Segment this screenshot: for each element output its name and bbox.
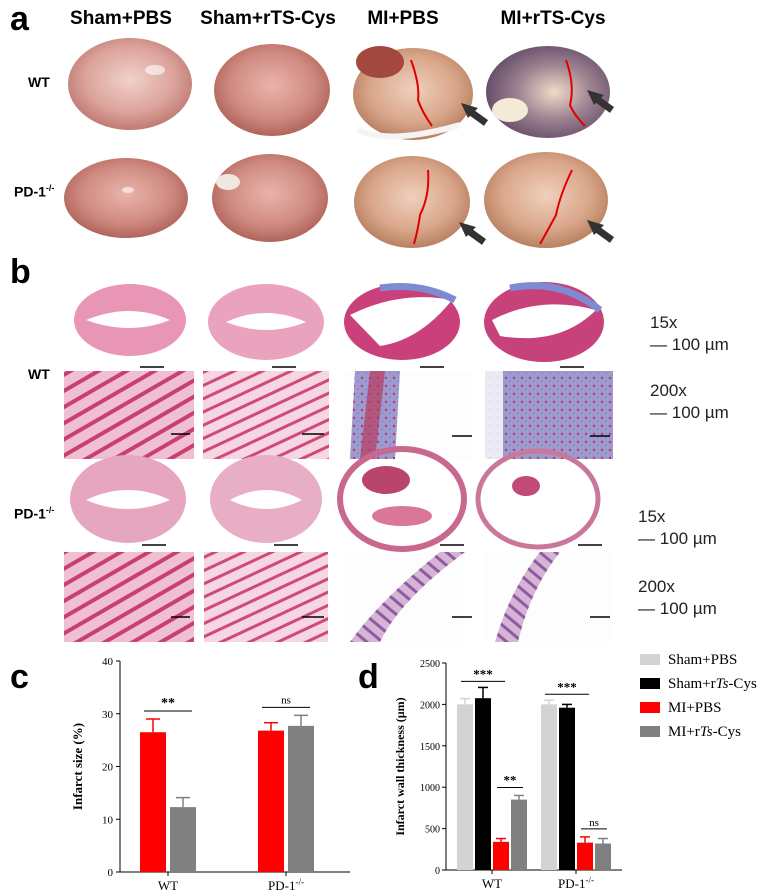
significance-label: ns [589, 817, 599, 829]
chart-infarct-size: 0 10 20 30 40 Infarct size (%) WT PD-1-/- ** ns [70, 656, 350, 893]
row-label-pd1-a: PD-1-/- [14, 183, 55, 200]
row-label-wt-b: WT [28, 366, 50, 382]
bar [511, 799, 527, 870]
y-axis-label: Infarct size (%) [70, 723, 85, 810]
significance-label: ** [161, 696, 175, 711]
x-tick-label: WT [158, 878, 178, 893]
section-pd1-mi-rts-200x [485, 552, 611, 642]
heart-pd1-mi-rts [484, 152, 608, 248]
bar [541, 704, 557, 870]
heart-wt-mi-pbs [353, 46, 473, 140]
heart-pd1-sham-pbs [64, 158, 188, 238]
bar [258, 730, 284, 872]
section-pd1-mi-pbs-15x [337, 446, 467, 552]
column-header-sham-pbs: Sham+PBS [70, 8, 172, 29]
column-header-mi-pbs: MI+PBS [367, 8, 439, 29]
section-wt-mi-rts-200x [485, 371, 613, 459]
section-wt-sham-rts-15x [208, 284, 324, 368]
legend-label: Sham+rTs-Cys [668, 676, 757, 692]
arrow-icon [587, 90, 615, 113]
y-tick-label: 0 [108, 867, 114, 879]
section-wt-mi-pbs-15x [344, 283, 460, 368]
section-wt-mi-pbs-200x [345, 371, 473, 459]
magnification-label-wt-200x: 200x — 100 µm [650, 381, 729, 422]
heart-photographs [64, 38, 615, 248]
panel-label-b: b [10, 253, 31, 291]
legend-label: MI+rTs-Cys [668, 724, 741, 740]
significance-label: ** [504, 772, 517, 787]
heart-wt-sham-rts [214, 44, 330, 136]
y-tick-label: 1000 [420, 783, 440, 794]
arrow-icon [587, 220, 615, 243]
arrow-icon [461, 103, 489, 126]
y-tick-label: 2000 [420, 700, 440, 711]
section-pd1-sham-pbs-200x [64, 552, 194, 642]
bar [493, 841, 509, 870]
x-tick-label: PD-1-/- [558, 875, 594, 891]
bar [577, 842, 593, 870]
chart-infarct-wall-thickness: 0 500 1000 1500 2000 2500 Infarct wall thickne… [393, 652, 757, 891]
section-pd1-sham-rts-15x [210, 455, 322, 546]
y-tick-label: 20 [102, 762, 114, 774]
legend-label: MI+PBS [668, 700, 721, 716]
y-axis-label: Infarct wall thickness (µm) [393, 697, 407, 835]
bar [595, 843, 611, 870]
bar [288, 725, 314, 872]
significance-label: ns [281, 694, 291, 706]
heart-pd1-mi-pbs [354, 156, 470, 248]
y-tick-label: 0 [435, 866, 440, 877]
section-wt-sham-rts-200x [203, 371, 329, 459]
row-label-pd1-b: PD-1-/- [14, 505, 55, 522]
section-pd1-sham-pbs-15x [70, 455, 186, 546]
section-pd1-sham-rts-200x [204, 552, 328, 642]
bar [475, 698, 491, 870]
bar [559, 707, 575, 870]
section-wt-sham-pbs-15x [74, 284, 186, 368]
significance-label: *** [557, 679, 577, 694]
panel-label-a: a [10, 0, 29, 38]
section-pd1-mi-rts-15x [475, 448, 602, 550]
heart-wt-sham-pbs [68, 38, 192, 130]
section-pd1-mi-pbs-200x [345, 552, 472, 642]
y-tick-label: 500 [425, 825, 440, 836]
column-header-mi-rts-cys: MI+rTS-Cys [500, 8, 606, 29]
y-tick-label: 2500 [420, 659, 440, 670]
bar [457, 704, 473, 870]
significance-label: *** [473, 666, 493, 681]
bar [140, 732, 166, 872]
panel-label-c: c [10, 658, 29, 696]
row-label-wt-a: WT [28, 74, 50, 90]
legend-swatch [640, 726, 660, 737]
legend-label: Sham+PBS [668, 652, 737, 668]
arrow-icon [459, 222, 487, 245]
legend-swatch [640, 654, 660, 665]
x-tick-label: PD-1-/- [268, 877, 304, 893]
heart-pd1-sham-rts [212, 154, 328, 242]
y-tick-label: 10 [102, 814, 114, 826]
bar [170, 807, 196, 872]
magnification-label-pd1-200x: 200x — 100 µm [638, 577, 717, 618]
panel-label-d: d [358, 658, 379, 696]
section-wt-mi-rts-15x [484, 282, 604, 368]
y-tick-label: 1500 [420, 742, 440, 753]
magnification-label-wt-15x: 15x — 100 µm [650, 313, 729, 354]
legend-swatch [640, 702, 660, 713]
section-wt-sham-pbs-200x [64, 371, 194, 459]
y-tick-label: 30 [102, 709, 114, 721]
legend-swatch [640, 678, 660, 689]
histology-sections [64, 282, 613, 642]
heart-wt-mi-rts [486, 46, 610, 138]
y-tick-label: 40 [102, 656, 114, 668]
magnification-label-pd1-15x: 15x — 100 µm [638, 507, 717, 548]
column-header-sham-rts-cys: Sham+rTS-Cys [200, 8, 336, 29]
x-tick-label: WT [482, 876, 502, 891]
